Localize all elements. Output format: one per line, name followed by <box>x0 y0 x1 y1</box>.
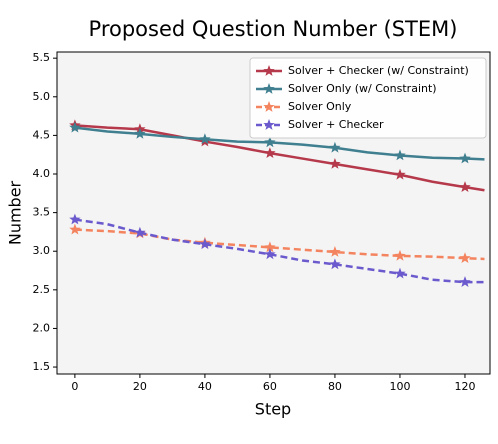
legend-box <box>249 57 487 139</box>
series-marker <box>459 181 471 192</box>
series-marker <box>394 168 406 180</box>
y-tick-label: 3.5 <box>33 206 51 219</box>
y-tick-label: 4.5 <box>33 128 51 141</box>
series-marker <box>199 133 211 145</box>
y-tick-label: 4.0 <box>33 167 51 180</box>
series-marker <box>329 141 341 153</box>
series-marker <box>459 276 471 287</box>
legend-label: Solver Only <box>288 100 352 113</box>
legend-label: Solver + Checker (w/ Constraint) <box>288 64 469 77</box>
legend-marker <box>263 83 275 94</box>
series-marker <box>264 147 276 158</box>
series-marker <box>264 248 276 260</box>
x-tick-label: 0 <box>71 380 78 393</box>
series-marker <box>329 246 341 257</box>
series-marker <box>394 249 406 261</box>
y-tick-label: 2.5 <box>33 283 51 296</box>
series-marker <box>394 149 406 161</box>
series-marker <box>459 152 471 164</box>
x-tick-label: 40 <box>198 380 212 393</box>
y-tick-label: 2.0 <box>33 321 51 334</box>
series-marker <box>264 241 276 253</box>
series-marker <box>199 238 211 250</box>
series-marker <box>394 267 406 279</box>
x-tick-label: 100 <box>389 380 410 393</box>
y-tick-label: 1.5 <box>33 360 51 373</box>
legend-marker <box>263 65 275 76</box>
x-tick-label: 60 <box>263 380 277 393</box>
x-tick-label: 20 <box>133 380 147 393</box>
series-marker <box>459 252 471 263</box>
x-tick-label: 120 <box>454 380 475 393</box>
y-tick-label: 3.0 <box>33 244 51 257</box>
series-marker <box>264 136 276 148</box>
y-tick-label: 5.0 <box>33 90 51 103</box>
series-marker <box>329 158 341 169</box>
chart-title: Proposed Question Number (STEM) <box>89 17 458 41</box>
x-axis-label: Step <box>255 400 291 419</box>
series-marker <box>134 226 146 238</box>
series-marker <box>69 213 81 225</box>
series-marker <box>329 258 341 270</box>
legend-marker <box>263 119 275 130</box>
series-line <box>74 218 485 284</box>
series-line <box>74 126 485 161</box>
legend-marker <box>263 101 275 112</box>
legend-label: Solver + Checker <box>288 118 384 131</box>
series-marker <box>69 223 81 235</box>
x-tick-label: 80 <box>328 380 342 393</box>
legend-label: Solver Only (w/ Constraint) <box>288 82 437 95</box>
y-axis-label: Number <box>6 180 25 245</box>
series-line <box>74 124 485 192</box>
series-marker <box>69 121 81 133</box>
y-tick-label: 5.5 <box>33 51 51 64</box>
series-marker <box>134 127 146 139</box>
